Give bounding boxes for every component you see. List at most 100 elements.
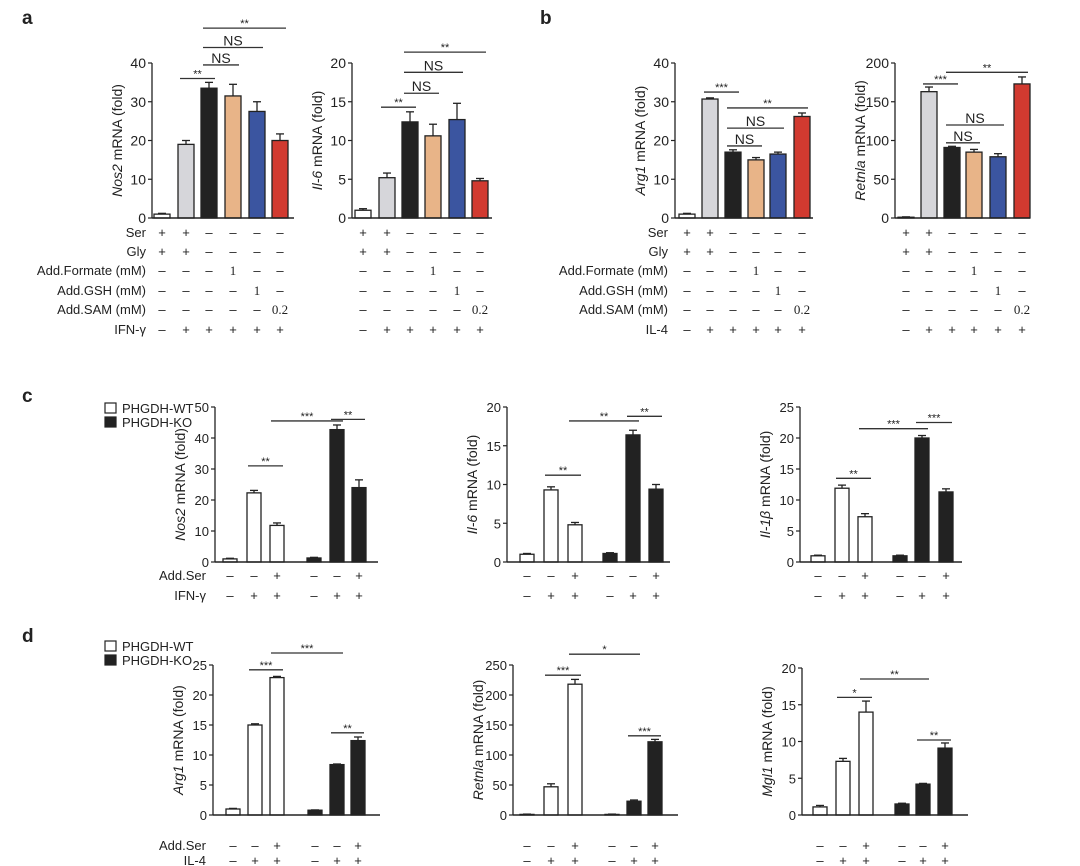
panel-label: d (22, 626, 34, 647)
condition-value: – (276, 263, 284, 278)
y-axis-label-unit: mRNA (fold) (172, 428, 188, 508)
bar (351, 486, 367, 563)
condition-value: – (333, 568, 341, 583)
condition-value: – (798, 283, 806, 298)
bar (857, 516, 873, 563)
bar (920, 91, 938, 219)
condition-value: 0.2 (472, 302, 488, 317)
condition-value: + (948, 322, 956, 337)
panel-label: b (540, 8, 552, 29)
y-tick-label: 150 (485, 718, 507, 733)
condition-label: Add.Formate (mM) (559, 263, 668, 278)
condition-value: – (774, 302, 782, 317)
condition-value: – (608, 838, 616, 853)
y-tick-label: 50 (873, 171, 889, 187)
condition-label: IL-4 (646, 322, 668, 337)
condition-value: – (814, 588, 822, 603)
y-axis-label-gene: Nos2 (172, 508, 188, 541)
condition-value: + (630, 853, 638, 866)
condition-value: + (355, 568, 363, 583)
condition-value: – (429, 302, 437, 317)
significance-label: ** (600, 411, 609, 423)
bar (701, 98, 719, 219)
significance-label: NS (223, 33, 242, 49)
bar (567, 683, 583, 816)
condition-value: – (359, 263, 367, 278)
y-tick-label: 0 (789, 808, 796, 823)
condition-value: + (706, 225, 714, 240)
condition-value: + (1018, 322, 1026, 337)
legend-swatch (104, 654, 117, 666)
bar (401, 121, 419, 219)
condition-value: + (919, 853, 927, 866)
condition-value: – (310, 568, 318, 583)
condition-value: – (683, 302, 691, 317)
condition-value: + (941, 838, 949, 853)
condition-value: – (476, 244, 484, 259)
condition-value: – (311, 853, 319, 866)
condition-value: – (629, 568, 637, 583)
y-axis-label: Nos2 mRNA (fold) (109, 84, 125, 197)
condition-value: – (253, 225, 261, 240)
condition-value: – (752, 302, 760, 317)
condition-value: – (948, 244, 956, 259)
condition-value: + (547, 588, 555, 603)
condition-value: – (774, 225, 782, 240)
condition-value: – (902, 322, 910, 337)
condition-value: – (630, 838, 638, 853)
significance-label: *** (260, 660, 274, 672)
y-axis-label-unit: mRNA (fold) (757, 431, 773, 511)
condition-value: – (383, 302, 391, 317)
y-axis-label-unit: mRNA (fold) (759, 686, 775, 766)
condition-value: – (226, 568, 234, 583)
condition-value: – (706, 263, 714, 278)
bar (354, 209, 372, 219)
y-tick-label: 20 (653, 133, 669, 149)
y-axis-label: Retnla mRNA (fold) (470, 680, 486, 801)
y-axis-label-gene: Il-1β (757, 511, 773, 538)
y-tick-label: 20 (195, 493, 209, 508)
condition-value: – (902, 302, 910, 317)
condition-value: + (925, 244, 933, 259)
condition-value: – (948, 263, 956, 278)
y-axis-label-unit: mRNA (fold) (170, 685, 186, 765)
condition-value: – (898, 853, 906, 866)
significance-label: NS (965, 110, 984, 126)
y-tick-label: 15 (487, 439, 501, 454)
bar (271, 139, 289, 219)
condition-value: – (453, 225, 461, 240)
condition-value: 1 (775, 283, 782, 298)
condition-label: Ser (648, 225, 669, 240)
panel-label: a (22, 8, 33, 29)
condition-label: Add.Ser (159, 568, 207, 583)
condition-value: – (205, 244, 213, 259)
y-axis-label: Il-6 mRNA (fold) (309, 91, 325, 191)
y-tick-label: 200 (866, 55, 890, 71)
condition-value: + (571, 853, 579, 866)
condition-value: – (774, 263, 782, 278)
y-tick-label: 5 (200, 778, 207, 793)
condition-value: – (229, 225, 237, 240)
y-tick-label: 25 (780, 400, 794, 415)
condition-value: + (925, 225, 933, 240)
bar (747, 159, 765, 219)
bar (835, 760, 851, 816)
y-tick-label: 50 (493, 778, 507, 793)
condition-value: – (902, 263, 910, 278)
condition-value: – (359, 302, 367, 317)
bar (543, 489, 559, 563)
y-tick-label: 250 (485, 658, 507, 673)
condition-value: – (406, 225, 414, 240)
condition-value: – (476, 225, 484, 240)
condition-value: – (383, 263, 391, 278)
bar (269, 676, 285, 816)
y-tick-label: 0 (500, 808, 507, 823)
bar (769, 153, 787, 219)
condition-value: – (816, 838, 824, 853)
condition-value: – (1018, 225, 1026, 240)
bar (350, 739, 366, 816)
y-tick-label: 100 (866, 133, 890, 149)
condition-value: – (729, 244, 737, 259)
